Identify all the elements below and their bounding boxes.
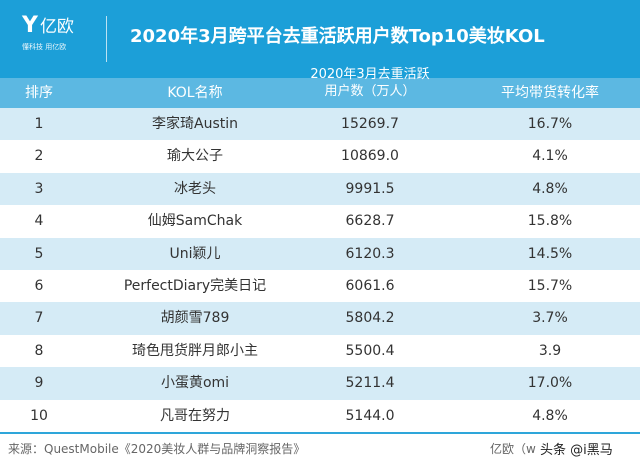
source-note: 来源：QuestMobile《2020美妆人群与品牌洞察报告》 <box>8 442 306 456</box>
divider <box>106 16 107 62</box>
cell-rate: 14.5% <box>527 245 573 262</box>
header-users-line2: 用户数（万人） <box>324 84 416 99</box>
table-row: 10 凡哥在努力 5144.0 4.8% <box>0 400 640 432</box>
logo: Y 亿欧 懂科技 用亿欧 <box>22 12 82 62</box>
cell-users: 10869.0 <box>341 148 399 165</box>
cell-name: Uni颖儿 <box>169 245 221 262</box>
cell-rate: 4.8% <box>532 180 568 197</box>
cell-rate: 16.7% <box>527 116 573 132</box>
table-row: 8 琦色甩货胖月郎小主 5500.4 3.9 <box>0 335 640 367</box>
table-row: 2 瑜大公子 10869.0 4.1% <box>0 140 640 172</box>
cell-rate: 3.7% <box>532 310 568 327</box>
cell-name: 李家琦Austin <box>152 116 238 132</box>
cell-rank: 2 <box>34 148 44 165</box>
table-header: 排序 KOL名称 2020年3月去重活跃 用户数（万人） 平均带货转化率 <box>0 67 640 108</box>
cell-users: 6628.7 <box>345 213 395 230</box>
cell-users: 6120.3 <box>345 245 395 262</box>
logo-mark: Y <box>22 13 38 38</box>
cell-rank: 9 <box>34 375 44 392</box>
cell-users: 5500.4 <box>345 342 395 359</box>
cell-name: 琦色甩货胖月郎小主 <box>132 342 258 359</box>
cell-users: 6061.6 <box>345 278 395 294</box>
table-row: 6 PerfectDiary完美日记 6061.6 15.7% <box>0 270 640 302</box>
table-row: 1 李家琦Austin 15269.7 16.7% <box>0 108 640 141</box>
credit: 亿欧（w <box>490 442 536 456</box>
cell-rate: 17.0% <box>527 375 573 392</box>
table-row: 9 小蛋黄omi 5211.4 17.0% <box>0 367 640 400</box>
table-row: 5 Uni颖儿 6120.3 14.5% <box>0 237 640 270</box>
cell-name: 小蛋黄omi <box>160 375 230 392</box>
cell-users: 5211.4 <box>345 375 395 392</box>
cell-name: 瑜大公子 <box>167 148 223 165</box>
cell-name: 胡颜雪789 <box>160 310 230 327</box>
table-row: 7 胡颜雪789 5804.2 3.7% <box>0 302 640 335</box>
cell-rank: 10 <box>30 407 48 424</box>
cell-name: PerfectDiary完美日记 <box>123 278 267 294</box>
cell-rank: 1 <box>34 116 44 132</box>
cell-rank: 4 <box>34 213 44 230</box>
header-rate: 平均带货转化率 <box>501 85 599 101</box>
cell-rank: 6 <box>34 278 44 294</box>
cell-rank: 5 <box>34 245 44 262</box>
cell-name: 凡哥在努力 <box>160 407 230 424</box>
cell-rate: 15.7% <box>527 278 573 294</box>
cell-rank: 7 <box>34 310 44 327</box>
cell-users: 5804.2 <box>345 310 395 327</box>
page-title: 2020年3月跨平台去重活跃用户数Top10美妆KOL <box>130 26 545 47</box>
header-users: 2020年3月去重活跃 用户数（万人） <box>290 66 450 100</box>
logo-slogan: 懂科技 用亿欧 <box>22 43 67 51</box>
logo-name: 亿欧 <box>39 17 74 37</box>
watermark: 头条 @i黑马 <box>540 443 613 458</box>
cell-rate: 4.8% <box>532 407 568 424</box>
table-row: 3 冰老头 9991.5 4.8% <box>0 172 640 206</box>
header-users-line1: 2020年3月去重活跃 <box>310 67 430 82</box>
table-row: 4 仙姆SamChak 6628.7 15.8% <box>0 205 640 237</box>
header-name: KOL名称 <box>167 85 223 101</box>
header-rank: 排序 <box>25 85 53 101</box>
cell-name: 冰老头 <box>174 180 216 197</box>
cell-rank: 8 <box>34 342 44 359</box>
cell-name: 仙姆SamChak <box>147 213 243 230</box>
cell-rate: 4.1% <box>532 148 568 165</box>
cell-rank: 3 <box>34 180 44 197</box>
table-bottom-line <box>0 432 640 434</box>
cell-users: 5144.0 <box>345 407 395 424</box>
header-banner: Y 亿欧 懂科技 用亿欧 2020年3月跨平台去重活跃用户数Top10美妆KOL <box>0 0 640 78</box>
cell-users: 15269.7 <box>341 116 399 132</box>
cell-users: 9991.5 <box>345 180 395 197</box>
cell-rate: 15.8% <box>527 213 573 230</box>
cell-rate: 3.9 <box>538 342 562 359</box>
